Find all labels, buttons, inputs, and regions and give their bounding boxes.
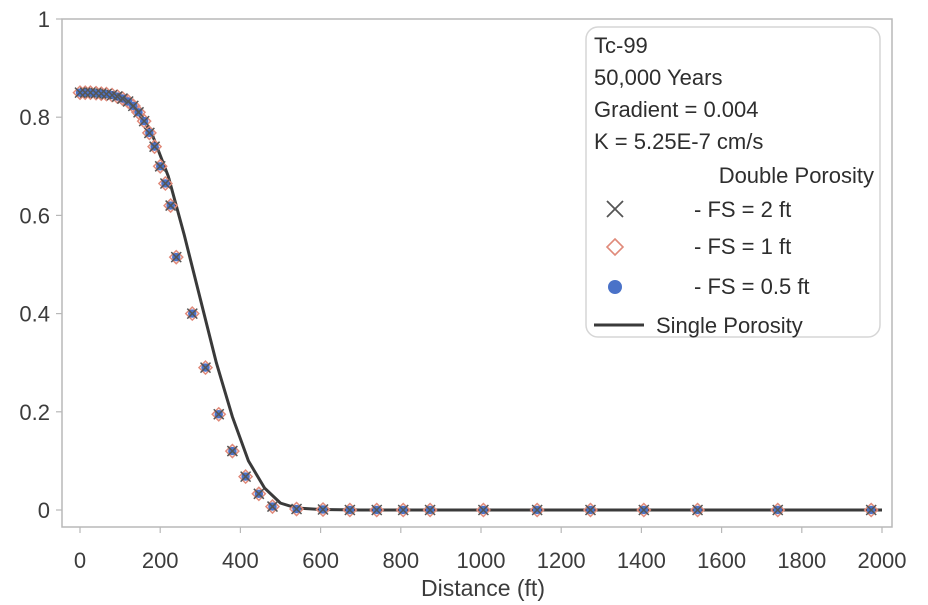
point-x	[692, 504, 704, 516]
x-tick-label: 0	[74, 548, 86, 573]
point-diamond	[211, 406, 227, 422]
y-tick-label: 0	[38, 498, 50, 523]
legend-entry-fs-1: - FS = 1 ft	[694, 234, 791, 259]
point-x	[865, 504, 877, 516]
point-x	[165, 200, 177, 212]
legend-line-5: Double Porosity	[719, 163, 874, 188]
legend-marker-x	[606, 200, 624, 218]
legend: Tc-99 50,000 Years Gradient = 0.004 K = …	[585, 26, 881, 338]
x-tick-label: 1800	[777, 548, 826, 573]
point-diamond	[152, 158, 168, 174]
point-x	[213, 408, 225, 420]
point-diamond	[529, 502, 545, 518]
point-x	[266, 501, 279, 513]
point-diamond	[251, 486, 267, 502]
point-diamond	[395, 502, 411, 518]
point-x	[240, 471, 252, 483]
point-x	[226, 445, 238, 457]
point-diamond	[582, 502, 599, 518]
point-x	[159, 177, 171, 190]
point-diamond	[342, 502, 358, 518]
legend-line-2: 50,000 Years	[594, 65, 722, 90]
point-diamond	[130, 104, 147, 120]
legend-line-1: Tc-99	[594, 33, 648, 58]
point-x	[584, 504, 597, 516]
point-x	[116, 93, 129, 105]
point-diamond	[863, 502, 879, 518]
axis-ticks: 0 200 400 600 800 1000 1200 1400 1600 1800 2000 0 0.…	[19, 7, 906, 573]
x-tick-label: 800	[382, 548, 419, 573]
point-diamond	[315, 501, 331, 518]
legend-marker-circle	[608, 280, 622, 294]
point-x	[138, 115, 150, 127]
point-x	[186, 308, 198, 320]
x-tick-label: 1400	[617, 548, 666, 573]
legend-entry-fs-2: - FS = 2 ft	[694, 197, 791, 222]
point-diamond	[147, 139, 163, 155]
point-x	[424, 504, 436, 516]
point-x	[772, 504, 784, 516]
x-tick-label: 2000	[858, 548, 907, 573]
point-diamond	[157, 175, 173, 192]
point-diamond	[168, 249, 184, 265]
legend-line-4: K = 5.25E-7 cm/s	[594, 129, 763, 154]
point-x	[477, 504, 489, 516]
point-x	[79, 87, 91, 99]
x-axis-label: Distance (ft)	[421, 575, 545, 601]
point-x	[253, 488, 265, 500]
point-x	[397, 504, 409, 516]
series-layer	[72, 85, 882, 518]
point-x	[371, 504, 383, 516]
point-diamond	[197, 360, 214, 376]
legend-marker-diamond	[605, 237, 625, 257]
x-tick-label: 1000	[457, 548, 506, 573]
y-tick-label: 1	[38, 7, 50, 32]
x-tick-label: 400	[222, 548, 259, 573]
point-x	[317, 503, 329, 516]
point-x	[127, 100, 139, 112]
point-x	[638, 504, 650, 516]
legend-entry-fs-05: - FS = 0.5 ft	[694, 274, 810, 299]
point-diamond	[141, 125, 157, 141]
point-diamond	[238, 469, 254, 485]
point-x	[154, 160, 166, 172]
legend-box	[585, 26, 881, 338]
point-diamond	[136, 113, 152, 129]
legend-line-3: Gradient = 0.004	[594, 97, 759, 122]
x-tick-label: 200	[142, 548, 179, 573]
point-diamond	[369, 502, 385, 518]
y-tick-label: 0.6	[19, 203, 50, 228]
x-tick-label: 1200	[537, 548, 586, 573]
y-tick-label: 0.8	[19, 105, 50, 130]
point-diamond	[689, 502, 706, 518]
x-tick-label: 1600	[697, 548, 746, 573]
y-tick-label: 0.4	[19, 302, 50, 327]
y-tick-label: 0.2	[19, 400, 50, 425]
point-diamond	[475, 502, 491, 518]
point-diamond	[184, 306, 200, 322]
point-x	[291, 503, 303, 515]
legend-entry-single: Single Porosity	[656, 313, 803, 338]
point-diamond	[770, 502, 786, 518]
point-x	[199, 362, 212, 374]
point-x	[149, 141, 161, 153]
point-x	[143, 127, 155, 139]
x-tick-label: 600	[302, 548, 339, 573]
point-x	[344, 504, 356, 516]
point-diamond	[264, 499, 281, 515]
point-x	[531, 504, 543, 516]
point-x	[133, 106, 145, 118]
point-x	[74, 87, 86, 99]
point-diamond	[422, 502, 438, 518]
point-diamond	[288, 501, 305, 517]
point-diamond	[163, 198, 179, 214]
series-x	[74, 87, 877, 516]
point-diamond	[636, 502, 652, 518]
point-diamond	[224, 443, 240, 459]
point-x	[170, 251, 182, 263]
